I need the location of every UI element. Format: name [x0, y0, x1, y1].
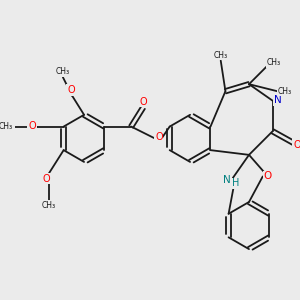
Text: CH₃: CH₃ [0, 122, 13, 131]
Text: CH₃: CH₃ [56, 67, 70, 76]
Text: O: O [293, 140, 300, 150]
Text: O: O [139, 97, 147, 106]
Text: O: O [28, 121, 36, 131]
Text: N: N [223, 175, 231, 185]
Text: O: O [67, 85, 75, 95]
Text: CH₃: CH₃ [42, 201, 56, 210]
Text: N: N [274, 95, 281, 105]
Text: O: O [264, 172, 272, 182]
Text: O: O [155, 132, 163, 142]
Text: H: H [232, 178, 239, 188]
Text: CH₃: CH₃ [214, 51, 228, 60]
Text: CH₃: CH₃ [266, 58, 280, 67]
Text: CH₃: CH₃ [277, 87, 291, 96]
Text: O: O [42, 174, 50, 184]
